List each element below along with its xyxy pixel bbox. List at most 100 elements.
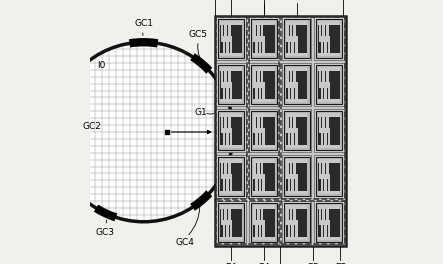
Bar <box>262 220 265 237</box>
Bar <box>222 220 225 237</box>
Bar <box>288 128 291 145</box>
Bar <box>230 128 233 145</box>
Bar <box>220 205 242 240</box>
Bar <box>221 71 223 88</box>
Bar <box>253 205 275 209</box>
Text: GC1: GC1 <box>134 19 153 28</box>
Bar <box>259 174 261 191</box>
Bar <box>260 209 263 225</box>
Bar <box>249 17 279 60</box>
Bar <box>291 220 294 237</box>
Bar <box>220 113 242 117</box>
Bar <box>286 205 307 209</box>
Bar <box>220 21 242 56</box>
Bar <box>282 155 311 198</box>
Bar <box>288 220 291 237</box>
Bar <box>260 163 263 180</box>
Bar <box>259 220 261 237</box>
Bar <box>319 67 340 102</box>
Bar <box>220 21 242 25</box>
Bar <box>255 82 258 99</box>
Bar <box>259 82 261 99</box>
Bar <box>262 82 265 99</box>
Bar <box>321 36 323 53</box>
Bar <box>220 205 242 209</box>
Bar <box>293 71 296 88</box>
Bar <box>221 163 223 180</box>
Bar <box>319 67 340 71</box>
Bar <box>260 117 263 134</box>
Bar <box>257 25 260 42</box>
Bar <box>253 113 275 117</box>
Bar <box>293 209 296 225</box>
Bar <box>282 63 311 106</box>
Bar <box>319 25 321 42</box>
Bar <box>319 21 340 56</box>
Bar <box>323 25 325 42</box>
Bar <box>295 82 298 99</box>
Bar <box>286 209 289 225</box>
Bar <box>324 36 327 53</box>
Text: E5: E5 <box>334 263 346 264</box>
Bar <box>286 237 307 240</box>
Bar <box>290 117 292 134</box>
Bar <box>253 191 275 194</box>
Bar <box>319 117 321 134</box>
Bar <box>257 71 260 88</box>
Bar <box>284 111 310 150</box>
Bar <box>253 117 256 134</box>
Bar <box>217 17 246 60</box>
Bar <box>262 174 265 191</box>
Text: GC4: GC4 <box>175 238 194 247</box>
Bar <box>326 117 329 134</box>
Bar <box>253 145 275 148</box>
Bar <box>319 159 340 194</box>
Bar <box>286 21 307 25</box>
Bar <box>286 21 307 56</box>
Bar <box>259 36 261 53</box>
Bar <box>220 67 242 102</box>
Bar <box>321 82 323 99</box>
Bar <box>286 205 307 240</box>
Bar <box>226 128 229 145</box>
Bar <box>291 174 294 191</box>
Bar <box>253 21 275 56</box>
Bar <box>228 71 231 88</box>
Bar <box>253 237 275 240</box>
Text: GC3: GC3 <box>96 228 115 237</box>
Bar <box>255 174 258 191</box>
Bar <box>326 71 329 88</box>
Bar <box>321 220 323 237</box>
Bar <box>220 99 242 102</box>
Bar <box>222 36 225 53</box>
Bar <box>226 82 229 99</box>
Bar <box>284 19 310 58</box>
Bar <box>286 113 307 148</box>
Bar <box>249 63 279 106</box>
Bar <box>324 82 327 99</box>
Bar <box>319 145 340 148</box>
Bar <box>284 157 310 196</box>
Bar <box>295 36 298 53</box>
Bar <box>319 163 321 180</box>
Bar <box>326 163 329 180</box>
Bar <box>328 220 330 237</box>
Bar <box>253 159 275 194</box>
Bar <box>326 25 329 42</box>
Bar <box>253 71 256 88</box>
Bar <box>226 174 229 191</box>
Bar <box>316 19 342 58</box>
Bar <box>253 21 275 25</box>
Bar <box>316 203 342 242</box>
Bar <box>328 36 330 53</box>
Bar <box>319 237 340 240</box>
Bar <box>286 67 307 71</box>
Bar <box>323 209 325 225</box>
Bar <box>328 82 330 99</box>
Bar <box>218 65 244 104</box>
Bar <box>230 220 233 237</box>
Bar <box>286 117 289 134</box>
Bar <box>282 201 311 244</box>
Bar <box>315 155 344 198</box>
Bar <box>216 17 246 199</box>
